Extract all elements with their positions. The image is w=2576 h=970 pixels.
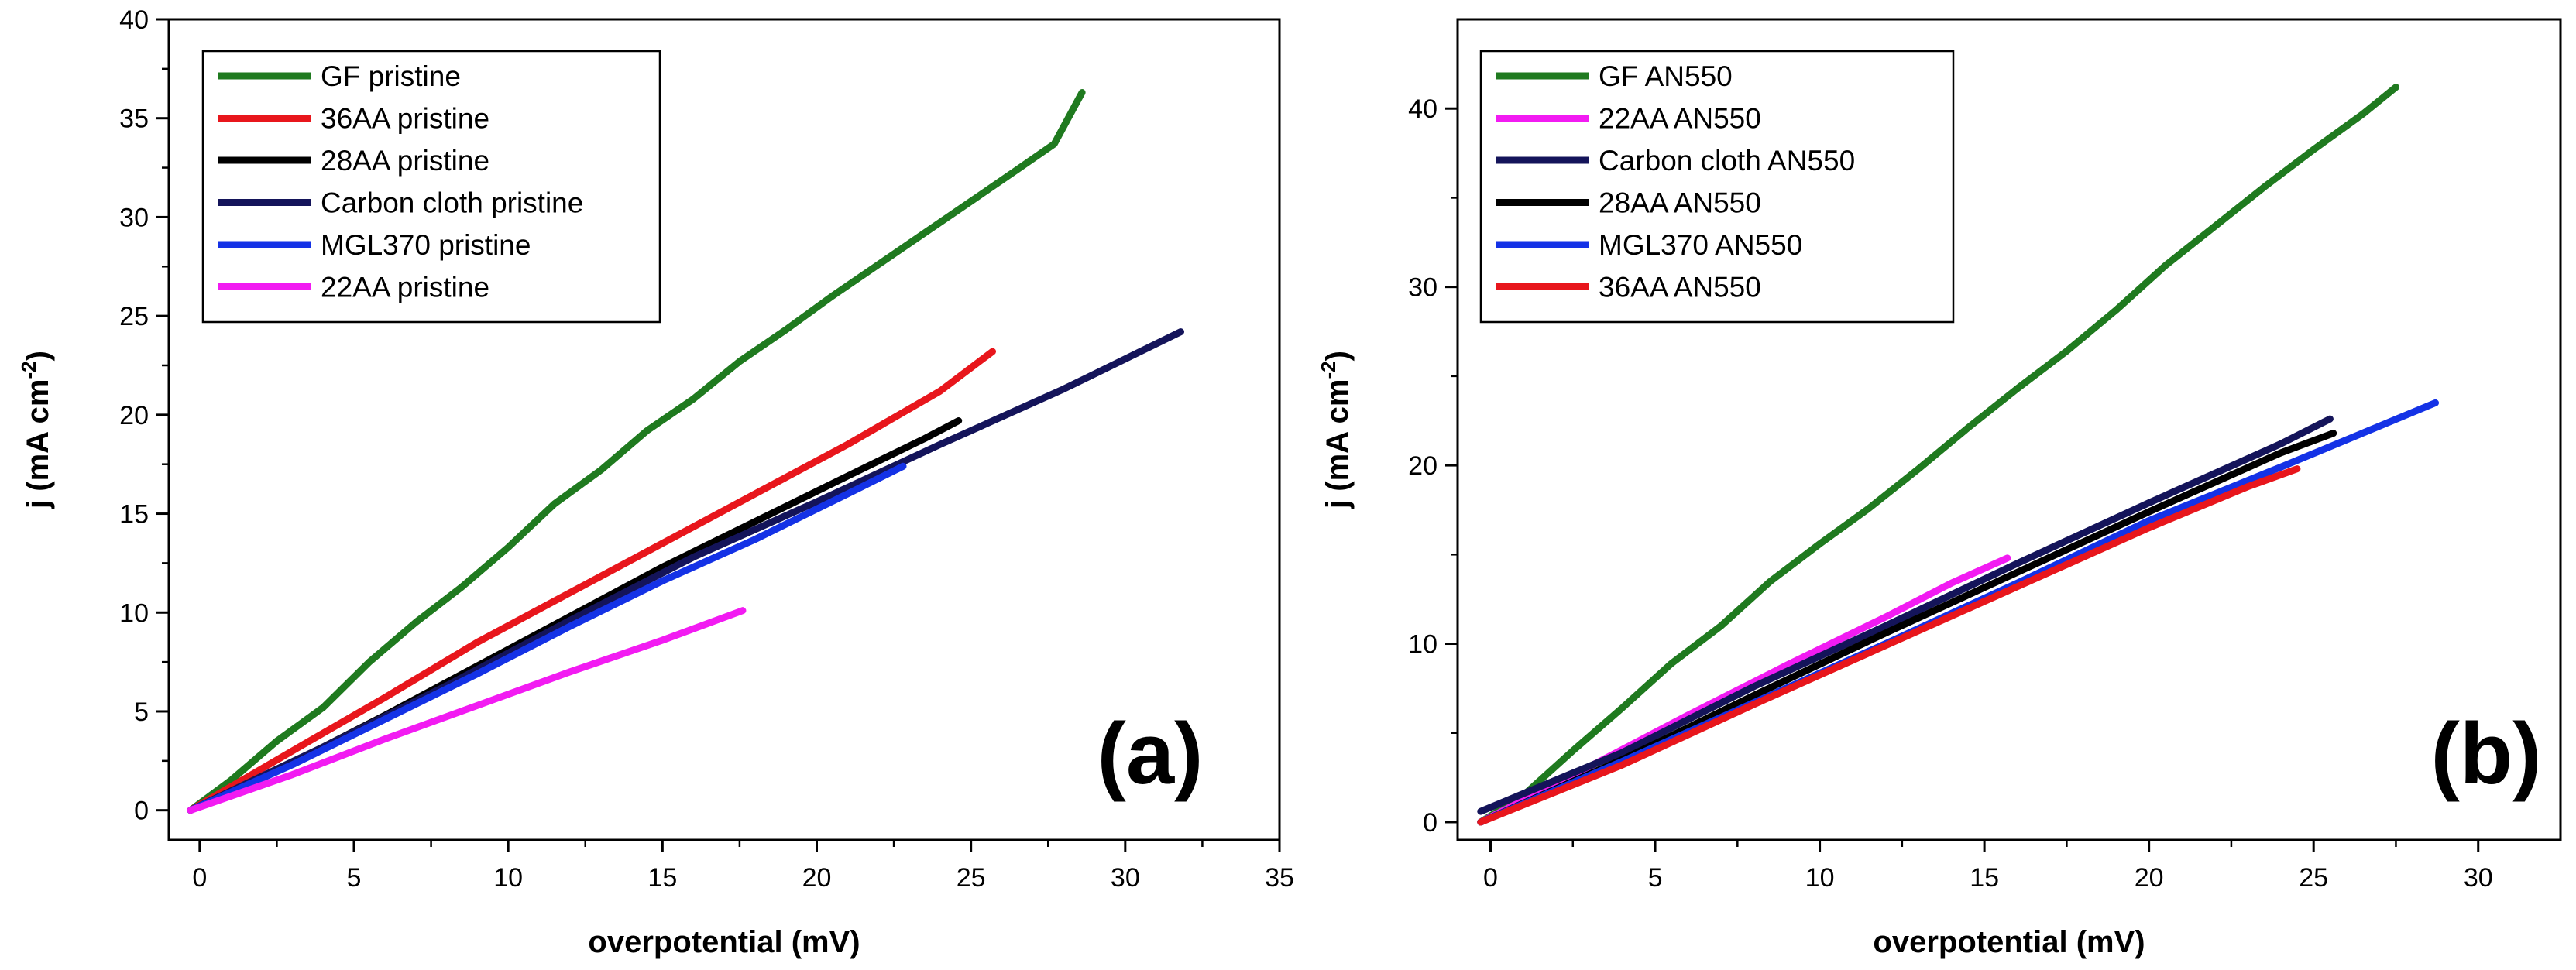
chart-panel-a: 0 5 10 15 20 25 30 35 0 5 10 15 20 25 30 35 40 GF pristin… — [17, 5, 1294, 959]
x-tick-label: 0 — [192, 863, 207, 893]
y-tick-label: 35 — [119, 105, 149, 134]
series-line — [187, 89, 1086, 814]
x-tick-label: 30 — [2464, 863, 2493, 893]
legend-label: 28AA AN550 — [1599, 187, 1761, 219]
x-tick-label: 15 — [647, 863, 677, 893]
legend-label: GF AN550 — [1599, 60, 1733, 92]
x-tick-label: 30 — [1111, 863, 1140, 893]
x-tick-label: 5 — [1648, 863, 1663, 893]
x-tick-label: 35 — [1265, 863, 1294, 893]
y-tick-label: 5 — [134, 698, 149, 727]
series-line — [187, 348, 996, 814]
y-tick-label: 30 — [1408, 273, 1437, 303]
y-tick-label: 0 — [1423, 808, 1437, 838]
y-tick-label: 15 — [119, 500, 149, 530]
x-axis-title: overpotential (mV) — [588, 925, 860, 959]
series-line — [187, 607, 747, 814]
legend-label: 28AA pristine — [321, 145, 489, 177]
y-tick-label: 20 — [119, 401, 149, 430]
x-tick-label: 20 — [802, 863, 832, 893]
y-axis-title: j (mA cm-2) — [1317, 351, 1355, 509]
x-tick-label: 0 — [1483, 863, 1498, 893]
legend-box — [201, 50, 661, 324]
y-tick-label: 0 — [134, 797, 149, 826]
y-tick-label: 25 — [119, 302, 149, 331]
chart-panel-b: 0 5 10 15 20 25 30 0 10 20 30 40 GF AN550 22AA AN550 C… — [1317, 18, 2562, 959]
series-line — [187, 462, 907, 814]
x-tick-label: 10 — [1805, 863, 1835, 893]
legend-label: GF pristine — [321, 60, 461, 92]
legend-box — [1479, 50, 1955, 324]
legend-label: 22AA AN550 — [1599, 103, 1761, 135]
series-line — [1477, 415, 2334, 815]
y-axis-title: j (mA cm-2) — [17, 351, 55, 509]
panel-label: (a) — [1097, 705, 1204, 802]
y-tick-label: 30 — [119, 203, 149, 232]
y-tick-label: 40 — [119, 5, 149, 35]
legend-label: Carbon cloth AN550 — [1599, 145, 1855, 177]
x-tick-label: 5 — [347, 863, 362, 893]
series-line — [1477, 84, 2399, 826]
x-tick-label: 20 — [2135, 863, 2164, 893]
y-tick-label: 40 — [1408, 94, 1437, 124]
plot-frame — [167, 18, 1281, 841]
panel-label: (b) — [2430, 705, 2541, 802]
y-tick-label: 10 — [119, 598, 149, 628]
legend-label: MGL370 AN550 — [1599, 229, 1802, 261]
y-tick-label: 20 — [1408, 451, 1437, 481]
x-tick-label: 15 — [1970, 863, 1999, 893]
y-tick-label: 10 — [1408, 630, 1437, 660]
legend-label: 36AA AN550 — [1599, 272, 1761, 303]
x-axis-title: overpotential (mV) — [1873, 925, 2145, 959]
legend-label: 22AA pristine — [321, 272, 489, 303]
series-line — [1477, 465, 2301, 826]
legend-label: Carbon cloth pristine — [321, 187, 583, 219]
x-tick-label: 10 — [493, 863, 523, 893]
x-tick-label: 25 — [957, 863, 986, 893]
x-tick-label: 25 — [2299, 863, 2328, 893]
legend-label: 36AA pristine — [321, 103, 489, 135]
legend-label: MGL370 pristine — [321, 229, 531, 261]
plot-frame — [1456, 18, 2562, 841]
